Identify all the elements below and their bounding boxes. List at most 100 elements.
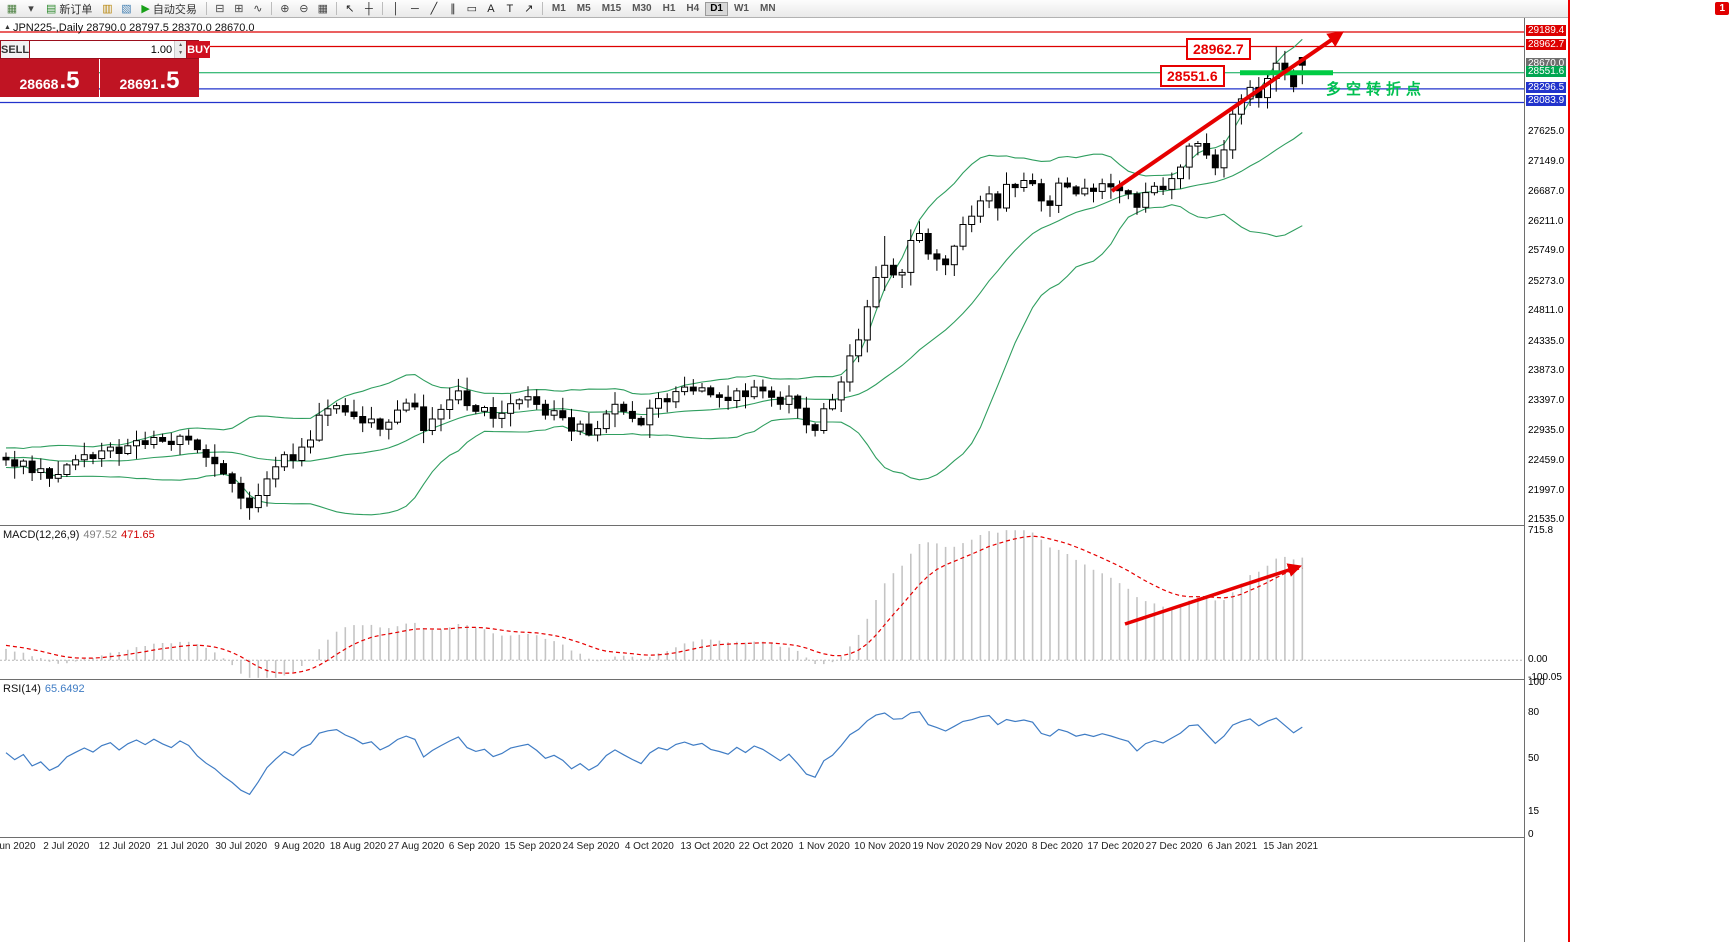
timeframe-m15-button[interactable]: M15 <box>601 3 622 14</box>
equidistant-channel-icon[interactable]: ∥ <box>450 3 456 15</box>
timeframe-w1-button[interactable]: W1 <box>733 3 749 14</box>
date-tick-label: 6 Jan 2021 <box>1207 841 1258 852</box>
one-click-trading-widget: SELL ▲ ▼ BUY 28668.5 28691 <box>0 40 211 97</box>
text-icon[interactable]: A <box>487 2 495 15</box>
macd-tick-label: -100.05 <box>1528 672 1562 684</box>
timeframe-d1-button[interactable]: D1 <box>705 1 728 16</box>
timeframe-m1-button[interactable]: M1 <box>551 3 566 14</box>
date-tick-label: 24 Sep 2020 <box>562 841 620 852</box>
price-level-badge: 29189.4 <box>1526 25 1567 36</box>
rsi-panel[interactable]: RSI(14) 65.6492 <box>0 681 1524 838</box>
price-axis[interactable]: 27625.0 27149.0 26687.0 26211.0 25749.0 25273… <box>1524 18 1568 942</box>
notification-badge[interactable]: 1 <box>1715 2 1729 15</box>
price-tick-label: 24335.0 <box>1528 335 1565 347</box>
rsi-canvas[interactable] <box>0 681 1524 838</box>
zoom-out-icon[interactable]: ⊖ <box>299 3 309 15</box>
cursor-icon[interactable]: ↖ <box>345 3 355 15</box>
symbol-ohlc-label: ▲ JPN225-,Daily 28790.0 28797.5 28370.0 2… <box>4 22 255 34</box>
timeframe-m5-button[interactable]: M5 <box>576 3 591 14</box>
price-tick-label: 24811.0 <box>1528 305 1564 317</box>
horizontal-line-icon[interactable]: ─ <box>410 2 419 15</box>
price-level-badge: 28670.0 <box>1526 58 1567 70</box>
shapes-icon[interactable]: ▭ <box>466 3 478 15</box>
macd-canvas[interactable] <box>0 527 1524 680</box>
macd-value: 497.52 <box>83 529 118 541</box>
volume-increase-button[interactable]: ▲ <box>175 41 187 50</box>
date-tick-label: 8 Dec 2020 <box>1031 841 1083 852</box>
price-tick-label: 21997.0 <box>1528 484 1565 496</box>
new-order-button[interactable]: ▤ 新订单 <box>41 1 97 16</box>
toolbar-separator <box>381 2 383 15</box>
volume-decrease-button[interactable]: ▼ <box>175 49 187 58</box>
symbol-ohlc-text: JPN225-,Daily 28790.0 28797.5 28370.0 28… <box>12 22 255 34</box>
navigator-icon[interactable]: ▧ <box>121 3 132 15</box>
timeframe-h1-button[interactable]: H1 <box>662 3 676 14</box>
zoom-in-icon[interactable]: ⊕ <box>280 3 290 15</box>
new-order-button-label: 新订单 <box>59 3 93 16</box>
macd-tick-label: 0.00 <box>1528 654 1548 666</box>
rsi-tick-label: 0 <box>1528 829 1534 840</box>
sell-button[interactable]: SELL <box>1 41 31 58</box>
toolbar-separator <box>541 2 543 15</box>
rsi-name: RSI(14) <box>3 683 41 695</box>
sell-price-display[interactable]: 28668.5 <box>0 59 99 97</box>
volume-spinner: ▲ ▼ <box>174 41 187 58</box>
buy-price-small: 28691 <box>119 76 159 92</box>
tile-windows-icon[interactable]: ▦ <box>317 3 329 15</box>
chart-list-dropdown-icon[interactable]: ▾ <box>28 3 34 15</box>
turning-point-label[interactable]: 多空转折点 <box>1326 81 1427 98</box>
resistance-price-label[interactable]: 28962.7 <box>1186 38 1251 60</box>
buy-price-display[interactable]: 28691.5 <box>100 59 199 97</box>
volume-control: ▲ ▼ <box>30 41 187 58</box>
market-watch-icon[interactable]: ▥ <box>102 3 113 15</box>
rsi-label: RSI(14) 65.6492 <box>3 683 85 695</box>
price-tick-label: 21535.0 <box>1528 514 1565 526</box>
price-tick-label: 25749.0 <box>1528 245 1565 257</box>
main-chart-canvas[interactable] <box>0 18 1524 526</box>
timeframe-m30-button[interactable]: M30 <box>632 3 652 14</box>
support-price-label[interactable]: 28551.6 <box>1160 65 1225 87</box>
price-level-badge: 28296.5 <box>1526 81 1567 93</box>
date-tick-label: 1 Nov 2020 <box>798 841 850 852</box>
buy-button[interactable]: BUY <box>186 41 211 58</box>
symbol-marker-icon: ▲ <box>4 24 11 31</box>
date-tick-label: 18 Aug 2020 <box>329 841 386 852</box>
candlestick-chart-icon[interactable]: ⊞ <box>234 3 244 15</box>
auto-trading-button[interactable]: ▶ 自动交易 <box>136 1 201 16</box>
date-tick-label: 12 Jul 2020 <box>98 841 151 852</box>
main-chart-panel[interactable]: ▲ JPN225-,Daily 28790.0 28797.5 28370.0 2… <box>0 18 1524 526</box>
auto-trading-button-label: 自动交易 <box>152 3 197 16</box>
crosshair-icon[interactable]: ┼ <box>364 2 373 15</box>
time-axis[interactable]: 23 Jun 2020 2 Jul 2020 12 Jul 2020 21 Jul 2… <box>0 839 1524 855</box>
rsi-tick-label: 80 <box>1528 707 1540 719</box>
arrow-tool-icon[interactable]: ↗ <box>524 3 534 15</box>
buy-price-big: .5 <box>159 67 180 94</box>
timeframe-h4-button[interactable]: H4 <box>686 3 700 14</box>
toolbar: ▦ ▾ ▤ 新订单 ▥ ▧ ▶ 自动交易 ⊟ ⊞ ∿ ⊕ ⊖ ▦ ↖ ┼ │ ─ ╱ ∥ ▭ A T ↗ M1 M5 M15 M30 H… <box>0 0 1568 18</box>
toolbar-separator <box>205 2 207 15</box>
timeframe-mn-button[interactable]: MN <box>759 3 776 14</box>
price-tick-label: 27149.0 <box>1528 156 1565 168</box>
volume-input[interactable] <box>30 41 175 58</box>
price-tick-label: 23397.0 <box>1528 395 1565 407</box>
line-chart-icon[interactable]: ∿ <box>253 3 263 15</box>
rsi-tick-label: 50 <box>1528 753 1540 764</box>
price-tick-label: 22459.0 <box>1528 455 1565 467</box>
macd-panel[interactable]: MACD(12,26,9) 497.52 471.65 <box>0 527 1524 680</box>
trendline-icon[interactable]: ╱ <box>430 3 438 15</box>
date-tick-label: 27 Dec 2020 <box>1145 841 1203 852</box>
date-tick-label: 6 Sep 2020 <box>448 841 500 852</box>
vertical-line-icon[interactable]: │ <box>392 2 400 15</box>
price-tick-label: 26211.0 <box>1528 215 1564 227</box>
auto-trading-button-icon: ▶ <box>141 3 150 15</box>
price-tick-label: 25273.0 <box>1528 275 1565 287</box>
text-label-icon[interactable]: T <box>506 2 514 15</box>
date-tick-label: 15 Sep 2020 <box>504 841 562 852</box>
new-chart-icon[interactable]: ▦ <box>6 3 18 15</box>
date-tick-label: 10 Nov 2020 <box>854 841 911 852</box>
bar-chart-icon[interactable]: ⊟ <box>215 3 225 15</box>
right-edge-area: 1 <box>1568 0 1733 942</box>
macd-tick-label: 715.8 <box>1528 525 1554 537</box>
rsi-tick-label: 15 <box>1528 806 1540 818</box>
price-tick-label: 23873.0 <box>1528 364 1565 376</box>
